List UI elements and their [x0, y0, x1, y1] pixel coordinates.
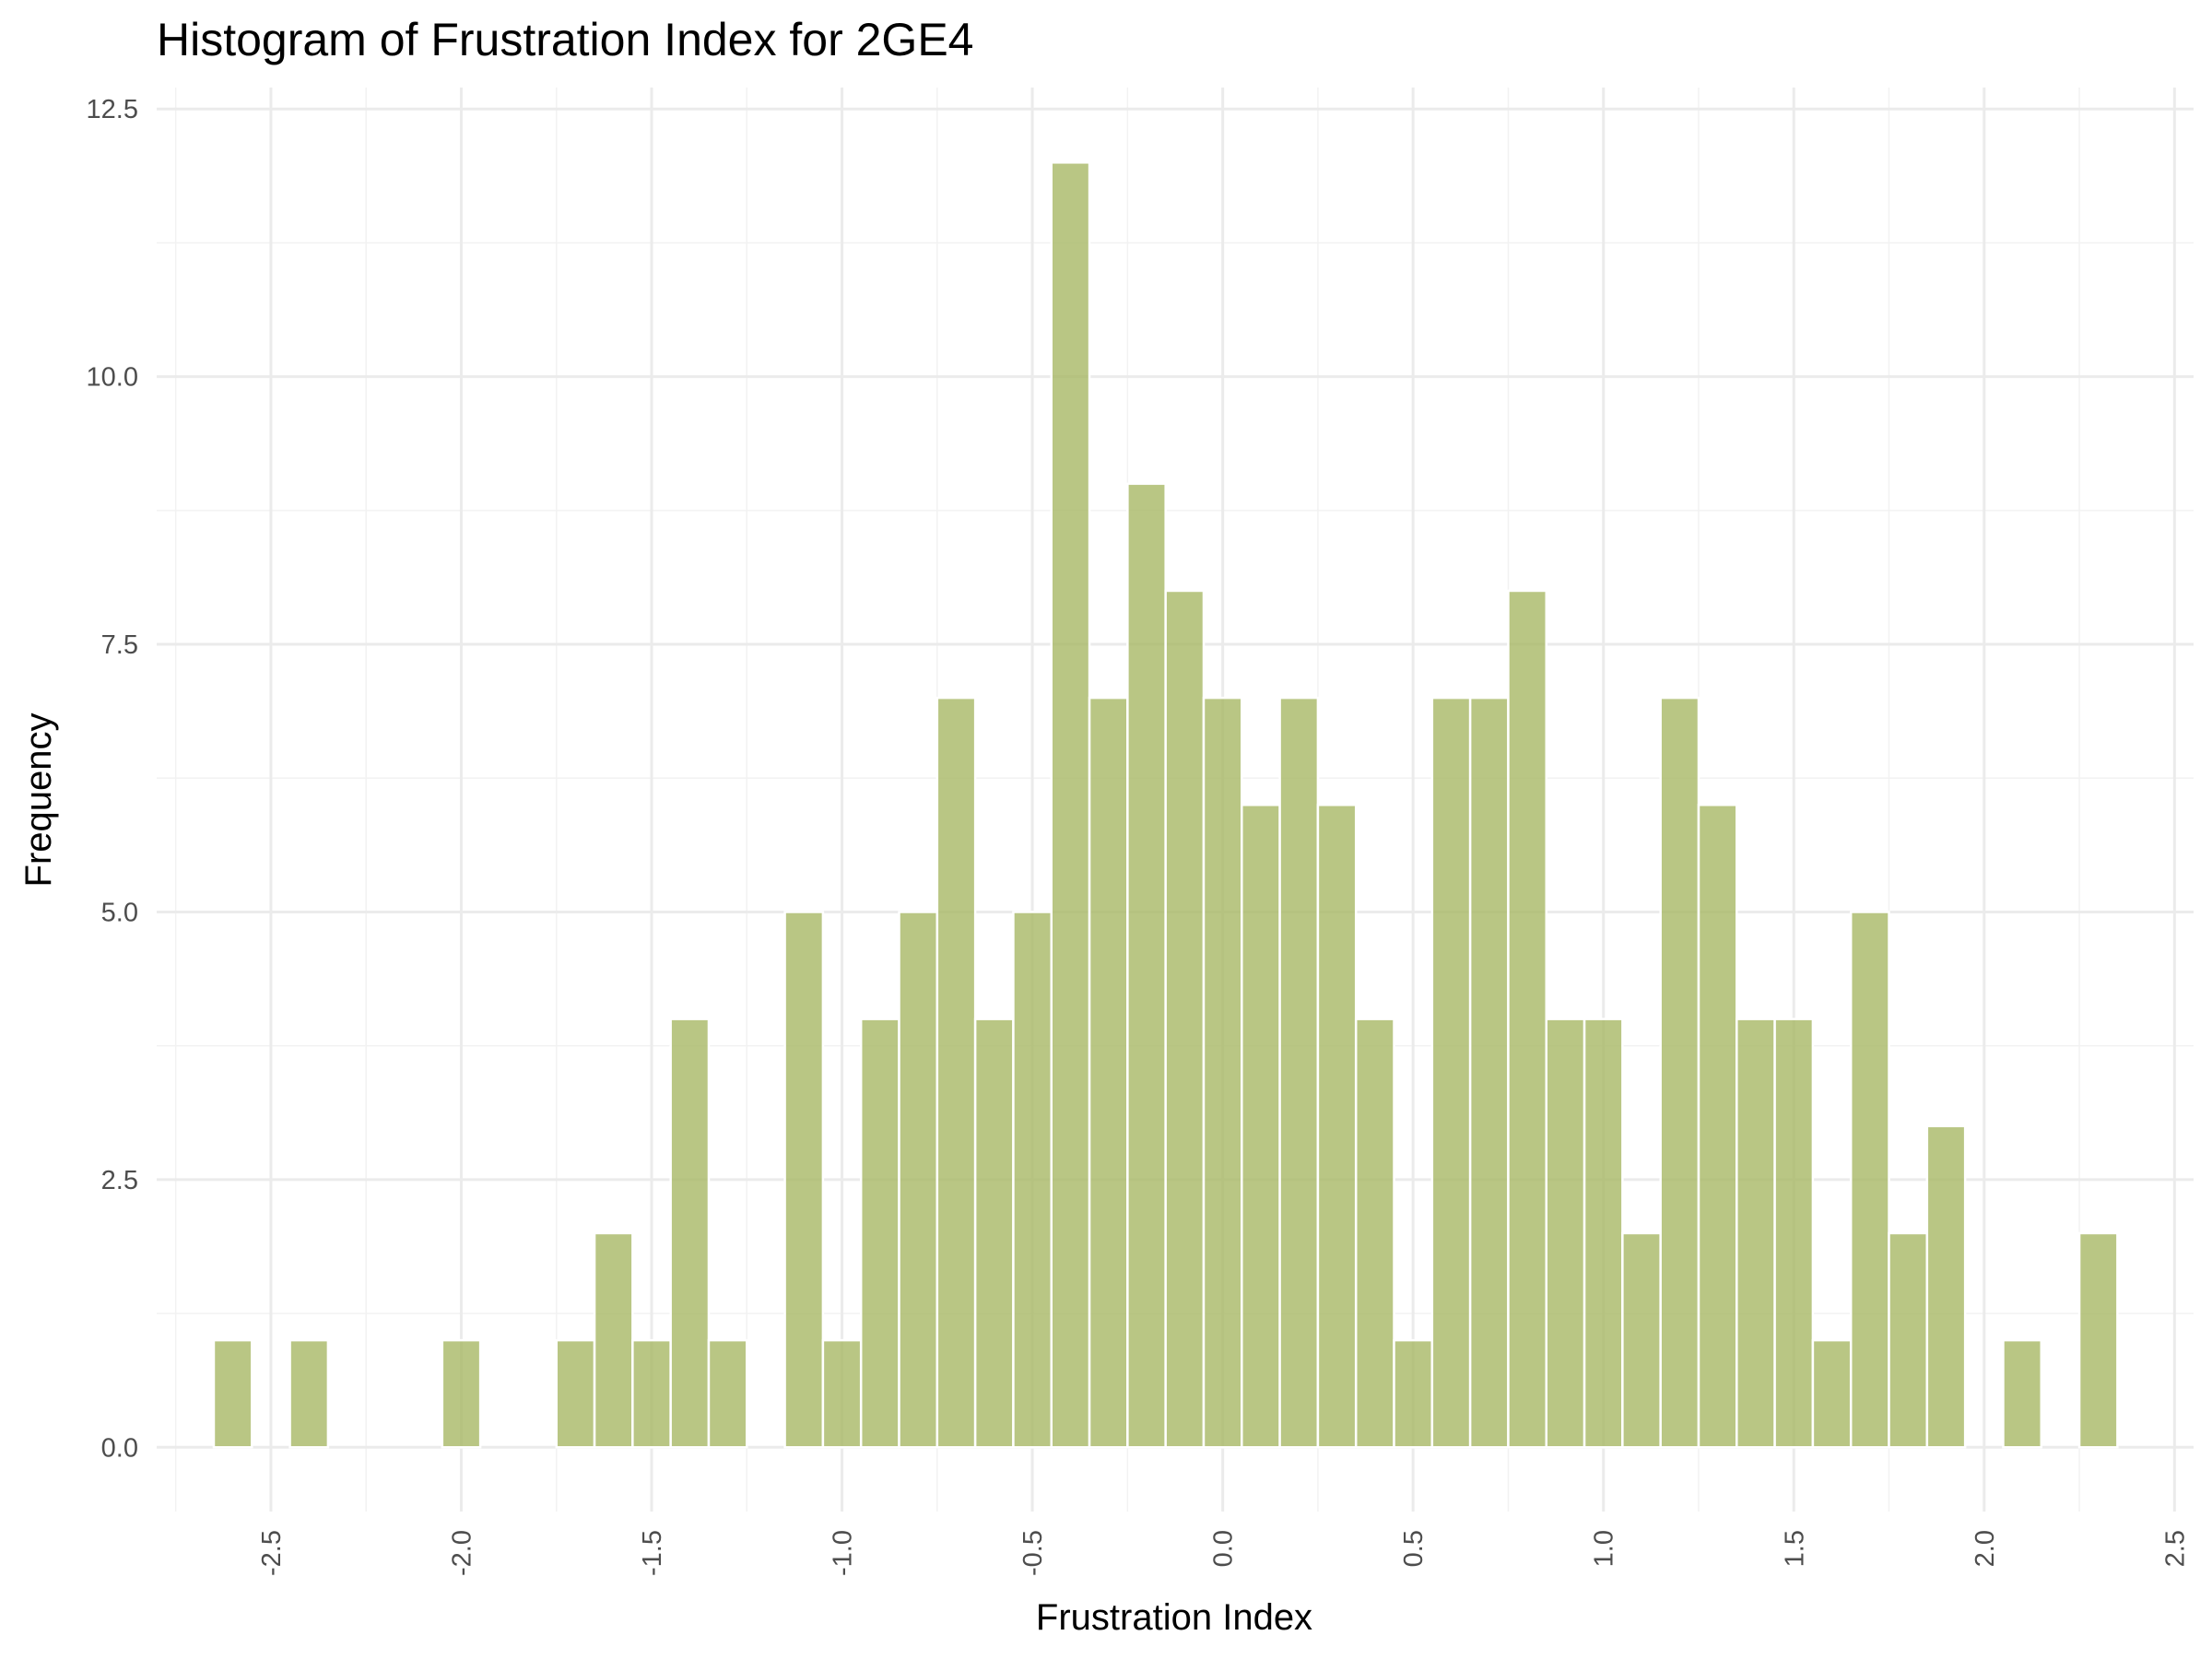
histogram-bar: [1773, 1018, 1815, 1449]
histogram-bars: [212, 161, 2119, 1449]
histogram-bar: [212, 1338, 253, 1449]
histogram-bar: [1735, 1018, 1776, 1449]
x-axis-ticks: -2.5 -2.0 -1.5 -1.0 -0.5 0.0 0.5 1.0 1.5 2.0 2.5: [257, 1530, 2190, 1576]
histogram-bar: [707, 1338, 748, 1449]
histogram-bar: [2077, 1231, 2119, 1449]
histogram-bar: [1925, 1124, 1967, 1449]
histogram-bar: [1507, 589, 1548, 1449]
histogram-bar: [1126, 482, 1167, 1449]
histogram-bar: [593, 1231, 634, 1449]
chart-title: Histogram of Frustration Index for 2GE4: [157, 14, 973, 65]
histogram-bar: [898, 911, 939, 1449]
histogram-bar: [288, 1338, 330, 1449]
histogram-bar: [1241, 804, 1281, 1449]
y-axis-ticks: 0.0 2.5 5.0 7.5 10.0 12.5: [87, 95, 138, 1463]
histogram-bar: [1164, 589, 1206, 1449]
histogram-bar: [1583, 1018, 1624, 1449]
histogram-bar: [1468, 696, 1510, 1449]
histogram-bar: [1849, 911, 1890, 1449]
x-tick-label: -1.0: [829, 1530, 858, 1576]
histogram-bar: [935, 696, 977, 1449]
x-tick-label: -0.5: [1018, 1530, 1048, 1576]
histogram-bar: [1316, 804, 1358, 1449]
histogram-bar: [555, 1338, 596, 1449]
x-axis-title: Frustration Index: [1036, 1597, 1312, 1638]
histogram-bar: [631, 1338, 672, 1449]
histogram-bar: [669, 1018, 711, 1449]
histogram-bar: [2002, 1338, 2043, 1449]
x-tick-label: 2.0: [1971, 1530, 2000, 1567]
x-tick-label: 0.0: [1209, 1530, 1239, 1567]
histogram-bar: [1697, 804, 1738, 1449]
histogram-bar: [1545, 1018, 1586, 1449]
y-tick-label: 7.5: [101, 630, 138, 660]
histogram-bar: [1888, 1231, 1929, 1449]
x-tick-label: 2.5: [2160, 1530, 2190, 1567]
x-tick-label: -2.5: [257, 1530, 287, 1576]
histogram-bar: [1050, 161, 1091, 1449]
y-tick-label: 5.0: [101, 898, 138, 927]
histogram-bar: [1811, 1338, 1853, 1449]
histogram-bar: [1430, 696, 1472, 1449]
histogram-bar: [1278, 696, 1320, 1449]
y-tick-label: 10.0: [87, 363, 138, 393]
histogram-bar: [1621, 1231, 1662, 1449]
histogram-bar: [1088, 696, 1129, 1449]
histogram-bar: [821, 1338, 863, 1449]
x-tick-label: 0.5: [1399, 1530, 1429, 1567]
histogram-bar: [783, 911, 825, 1449]
y-tick-label: 2.5: [101, 1166, 138, 1195]
histogram-bar: [441, 1338, 482, 1449]
y-tick-label: 12.5: [87, 95, 138, 124]
x-tick-label: -1.5: [638, 1530, 667, 1576]
histogram-bar: [1659, 696, 1700, 1449]
histogram-bar: [1012, 911, 1053, 1449]
x-tick-label: -2.0: [447, 1530, 477, 1576]
y-tick-label: 0.0: [101, 1433, 138, 1463]
histogram-bar: [1202, 696, 1243, 1449]
histogram-bar: [1354, 1018, 1395, 1449]
histogram-bar: [973, 1018, 1015, 1449]
histogram-bar: [859, 1018, 900, 1449]
histogram-bar: [1393, 1338, 1434, 1449]
y-axis-title: Frequency: [18, 713, 59, 888]
x-tick-label: 1.5: [1780, 1530, 1809, 1567]
x-tick-label: 1.0: [1590, 1530, 1619, 1567]
